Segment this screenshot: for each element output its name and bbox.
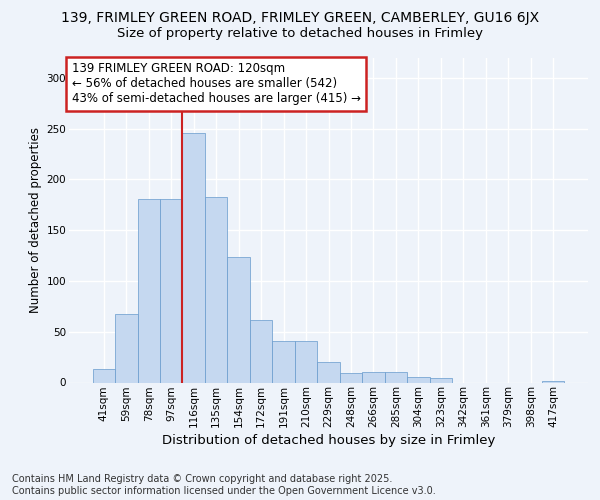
Bar [115,314,137,382]
Bar [182,132,205,382]
Bar [92,370,115,382]
Text: 139 FRIMLEY GREEN ROAD: 120sqm
← 56% of detached houses are smaller (542)
43% of: 139 FRIMLEY GREEN ROAD: 120sqm ← 56% of … [71,62,361,106]
Bar [160,198,182,382]
Bar [317,362,340,382]
Text: 139, FRIMLEY GREEN ROAD, FRIMLEY GREEN, CAMBERLEY, GU16 6JX: 139, FRIMLEY GREEN ROAD, FRIMLEY GREEN, … [61,11,539,25]
Bar [385,372,407,382]
Bar [250,320,272,382]
Text: Size of property relative to detached houses in Frimley: Size of property relative to detached ho… [117,28,483,40]
Bar [340,374,362,382]
Bar [407,378,430,382]
Bar [272,341,295,382]
Bar [295,341,317,382]
Bar [430,378,452,382]
Y-axis label: Number of detached properties: Number of detached properties [29,127,43,313]
Bar [227,256,250,382]
Bar [205,196,227,382]
Bar [137,198,160,382]
X-axis label: Distribution of detached houses by size in Frimley: Distribution of detached houses by size … [162,434,495,448]
Bar [362,372,385,382]
Text: Contains HM Land Registry data © Crown copyright and database right 2025.
Contai: Contains HM Land Registry data © Crown c… [12,474,436,496]
